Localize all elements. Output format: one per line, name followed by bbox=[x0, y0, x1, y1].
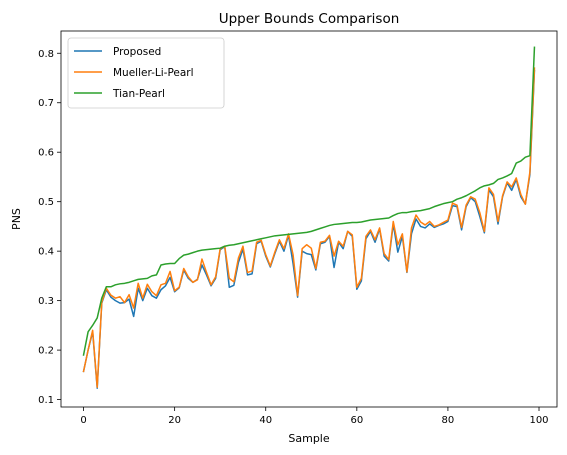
legend-label-proposed: Proposed bbox=[113, 46, 161, 58]
series-line-mueller-li-pearl bbox=[82, 67, 536, 388]
legend: Proposed Mueller-Li-Pearl Tian-Pearl bbox=[67, 37, 225, 109]
x-axis-ticks: 0 20 40 60 80 100 bbox=[80, 407, 549, 426]
legend-label-tian-pearl: Tian-Pearl bbox=[112, 88, 165, 100]
y-tick-label: 0.1 bbox=[38, 395, 54, 406]
series-layer bbox=[82, 46, 536, 389]
x-tick-label: 60 bbox=[350, 415, 363, 426]
y-axis-ticks: 0.1 0.2 0.3 0.4 0.5 0.6 0.7 0.8 bbox=[38, 49, 61, 406]
legend-label-mueller-li-pearl: Mueller-Li-Pearl bbox=[113, 67, 194, 79]
chart-title: Upper Bounds Comparison bbox=[219, 11, 400, 27]
y-tick-label: 0.8 bbox=[38, 49, 54, 60]
y-tick-label: 0.4 bbox=[38, 247, 54, 258]
y-tick-label: 0.3 bbox=[38, 296, 54, 307]
y-tick-label: 0.7 bbox=[38, 98, 54, 109]
x-tick-label: 20 bbox=[168, 415, 181, 426]
y-tick-label: 0.6 bbox=[38, 148, 54, 159]
x-axis-label: Sample bbox=[288, 432, 329, 445]
series-line-tian-pearl bbox=[82, 46, 536, 356]
y-tick-label: 0.5 bbox=[38, 197, 54, 208]
plot-frame bbox=[60, 30, 558, 408]
legend-box bbox=[67, 37, 225, 109]
x-tick-label: 100 bbox=[529, 415, 548, 426]
y-axis-label: PNS bbox=[10, 208, 23, 230]
y-tick-label: 0.2 bbox=[38, 346, 54, 357]
x-tick-label: 40 bbox=[259, 415, 272, 426]
x-tick-label: 0 bbox=[80, 415, 86, 426]
x-tick-label: 80 bbox=[442, 415, 455, 426]
